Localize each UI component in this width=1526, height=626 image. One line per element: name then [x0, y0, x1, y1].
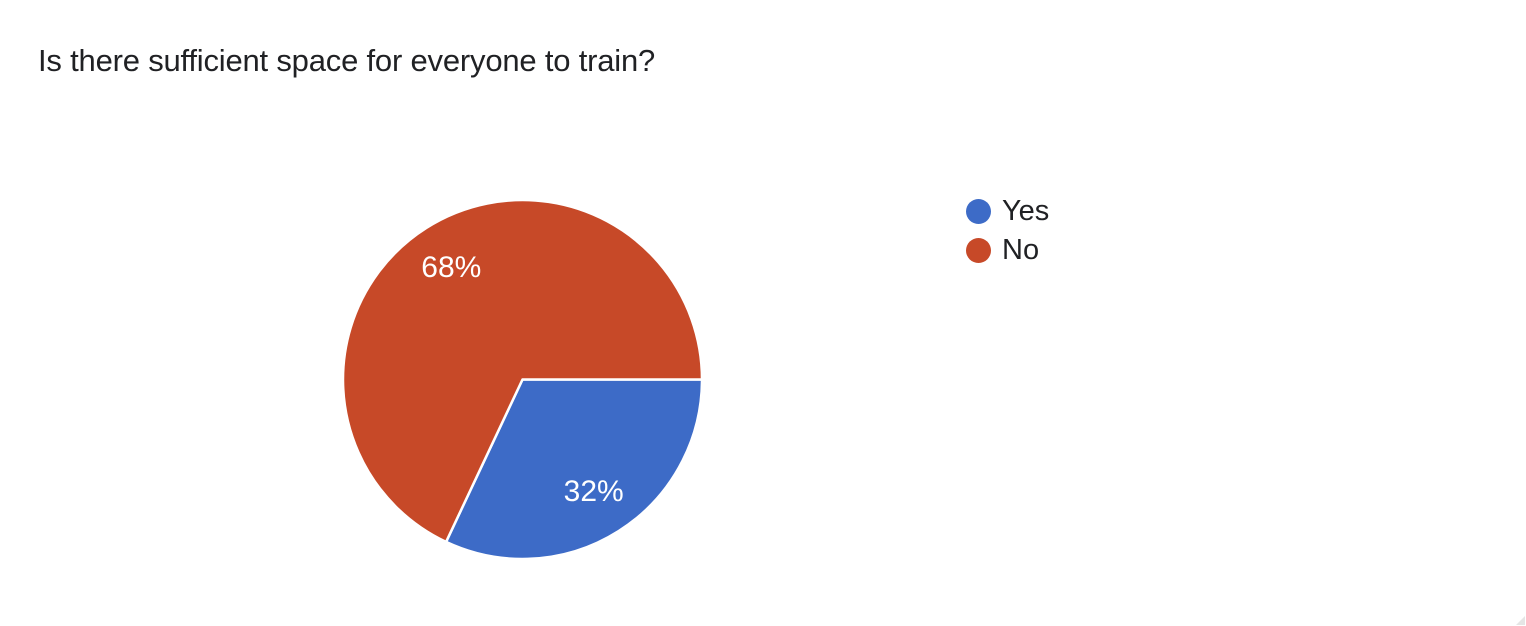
legend-swatch-icon	[966, 199, 991, 224]
pie-chart: 32% 68%	[341, 198, 704, 561]
resize-grip-icon[interactable]	[1516, 616, 1525, 625]
legend-item-no: No	[966, 236, 1049, 265]
legend-label: No	[1002, 234, 1040, 266]
legend-label: Yes	[1002, 195, 1050, 227]
chart-legend: Yes No	[966, 197, 1049, 265]
pie-slice-label: 68%	[421, 251, 481, 284]
legend-swatch-icon	[966, 238, 991, 263]
pie-slice-no[interactable]	[341, 198, 704, 544]
chart-title: Is there sufficient space for everyone t…	[38, 43, 656, 78]
pie-slice-label: 32%	[564, 475, 624, 508]
legend-item-yes: Yes	[966, 197, 1049, 226]
pie-slice-yes[interactable]	[444, 378, 704, 561]
